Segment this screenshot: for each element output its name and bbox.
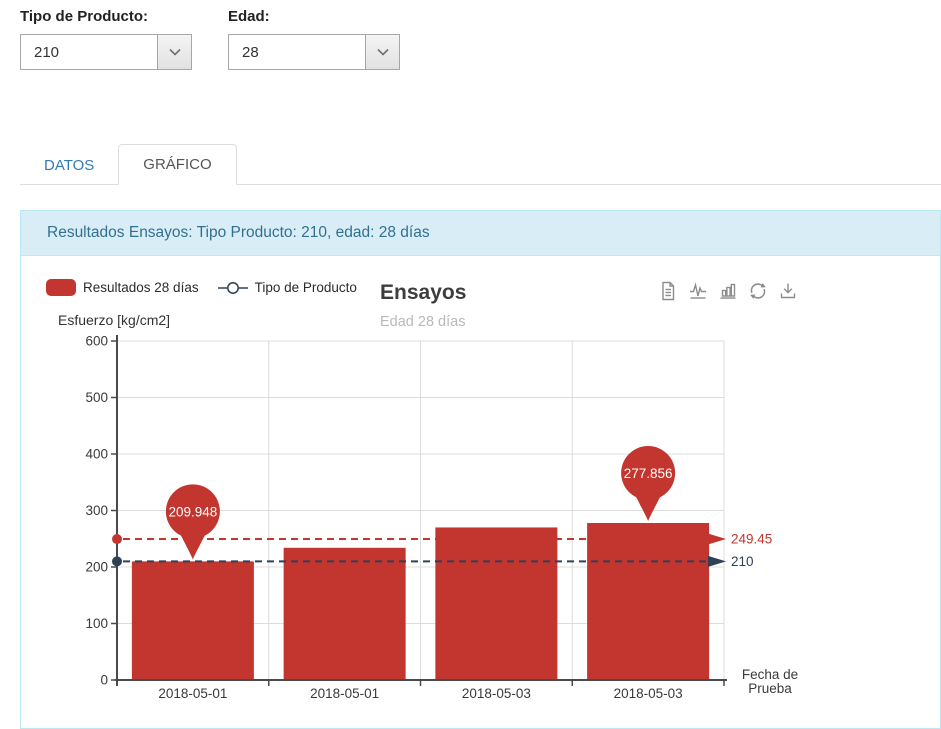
bar[interactable]: [587, 523, 710, 680]
chevron-down-icon: [376, 48, 389, 56]
legend-item-resultados[interactable]: Resultados 28 días: [83, 280, 199, 295]
x-tick-label: 2018-05-01: [158, 686, 227, 701]
legend-line-marker: [217, 281, 249, 295]
x-axis-title: Prueba: [748, 681, 792, 696]
y-tick-label: 600: [85, 334, 108, 349]
chart-title: Ensayos: [380, 281, 467, 304]
balloon-value-label: 209.948: [168, 504, 217, 519]
bar-chart-icon[interactable]: [717, 280, 739, 302]
age-value: 28: [242, 43, 259, 61]
panel-heading: Resultados Ensayos: Tipo Producto: 210, …: [21, 211, 940, 256]
product-type-select[interactable]: 210: [20, 34, 192, 70]
tab-datos[interactable]: DATOS: [44, 157, 95, 174]
age-label: Edad:: [228, 8, 270, 25]
reference-line-label: 249.45: [731, 532, 772, 547]
download-icon[interactable]: [777, 280, 799, 302]
y-tick-label: 300: [85, 503, 108, 518]
reference-line-arrow: [708, 533, 726, 545]
product-type-value: 210: [34, 43, 60, 61]
filter-bar: Tipo de Producto: 210 Edad: 28: [20, 8, 400, 70]
tab-bar: DATOS GRÁFICO: [20, 142, 941, 185]
reference-line-dot: [112, 556, 122, 567]
y-tick-label: 200: [85, 560, 108, 575]
y-axis-title: Esfuerzo [kg/cm2]: [58, 312, 171, 328]
balloon-tip: [178, 531, 207, 560]
balloon-tip: [634, 493, 663, 522]
bar[interactable]: [131, 561, 254, 680]
bar[interactable]: [435, 527, 558, 680]
legend-bar-swatch: [46, 279, 76, 296]
balloon: [621, 446, 676, 501]
filter-product-type: Tipo de Producto: 210: [20, 8, 192, 70]
line-marker-icon: [217, 281, 248, 294]
tab-grafico[interactable]: GRÁFICO: [118, 144, 237, 185]
line-chart-icon[interactable]: [687, 280, 709, 302]
product-type-label: Tipo de Producto:: [20, 8, 149, 25]
refresh-icon[interactable]: [747, 280, 769, 302]
chart-legend: Resultados 28 días Tipo de Producto: [46, 279, 357, 296]
x-axis-title: Fecha de: [742, 667, 798, 682]
chevron-down-icon: [168, 48, 181, 56]
reference-line-dot: [112, 534, 122, 545]
y-tick-label: 500: [85, 390, 108, 405]
age-select[interactable]: 28: [228, 34, 400, 70]
balloon: [165, 484, 220, 539]
chart-plot: 2018-05-01 2018-05-01 2018-05-03 2018-05-03…: [85, 334, 798, 702]
y-tick-label: 100: [85, 616, 108, 631]
chart-toolbar: [657, 280, 799, 302]
chart-title-block: Ensayos Edad 28 días: [380, 281, 466, 330]
x-tick-label: 2018-05-03: [614, 686, 683, 701]
y-tick-label: 0: [100, 673, 108, 688]
x-tick-label: 2018-05-01: [310, 686, 379, 701]
chart-area: Resultados 28 días Tipo de Producto Ensa…: [20, 270, 941, 727]
y-tick-label: 400: [85, 447, 108, 462]
reference-line-arrow: [708, 555, 726, 567]
filter-age: Edad: 28: [228, 8, 400, 70]
age-dropdown-button[interactable]: [365, 35, 399, 69]
legend-item-tipo-producto[interactable]: Tipo de Producto: [254, 280, 357, 295]
bar[interactable]: [283, 547, 406, 680]
chart-subtitle: Edad 28 días: [380, 314, 466, 330]
balloon-value-label: 277.856: [624, 466, 673, 481]
x-tick-label: 2018-05-03: [462, 686, 531, 701]
data-table-icon[interactable]: [657, 280, 679, 302]
product-type-dropdown-button[interactable]: [157, 35, 191, 69]
reference-line-label: 210: [731, 554, 754, 569]
